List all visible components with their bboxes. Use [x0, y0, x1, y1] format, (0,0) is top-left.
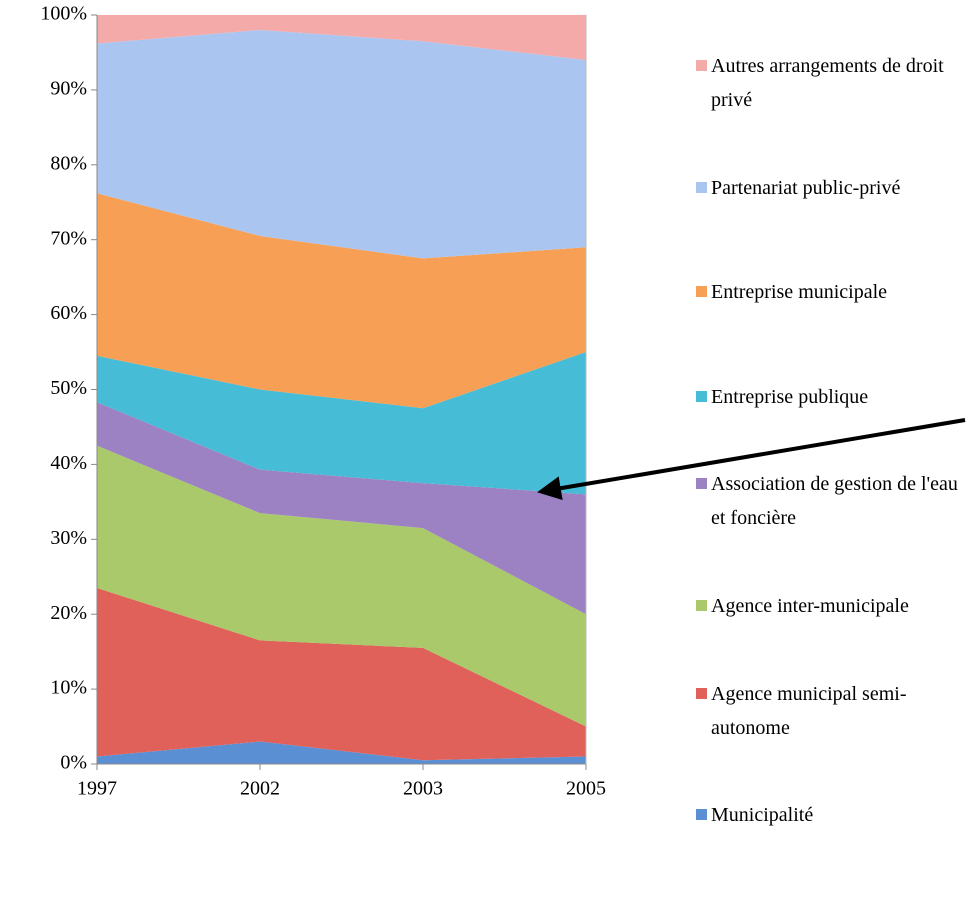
y-tick-label: 0%	[60, 752, 87, 774]
legend-item: Entreprise municipale	[696, 275, 968, 309]
y-tick-label: 100%	[40, 3, 87, 25]
legend-item: Agence municipal semi-autonome	[696, 677, 968, 745]
legend-swatch	[696, 687, 707, 699]
area	[97, 29, 586, 259]
legend-label: Partenariat public-privé	[711, 176, 901, 199]
y-tick-label: 40%	[50, 452, 87, 474]
legend-label: Autres arrangements de droit privé	[711, 55, 944, 111]
y-tick-label: 50%	[50, 377, 87, 399]
legend-item: Municipalité	[696, 798, 968, 832]
legend-swatch	[696, 809, 707, 821]
legend-label: Municipalité	[711, 804, 814, 827]
area	[97, 587, 586, 761]
legend-swatch	[696, 181, 707, 193]
x-tick-label: 2003	[403, 778, 443, 800]
legend-item: Partenariat public-privé	[696, 171, 968, 205]
arrow	[537, 418, 966, 501]
legend-swatch	[696, 600, 707, 611]
area	[97, 402, 586, 615]
y-tick-label: 10%	[50, 677, 87, 699]
area	[97, 15, 586, 60]
area	[97, 352, 586, 495]
y-tick-label: 30%	[50, 527, 87, 549]
legend-label: Agence inter-municipale	[711, 595, 909, 617]
legend-swatch	[696, 286, 707, 298]
legend-item: Autres arrangements de droit privé	[696, 49, 968, 117]
y-tick-label: 90%	[50, 77, 87, 99]
area	[97, 445, 586, 727]
legend-swatch	[696, 60, 707, 71]
legend-item: Association de gestion de l'eau et fonci…	[696, 467, 968, 535]
legend-swatch	[696, 390, 707, 402]
legend-item: Agence inter-municipale	[696, 589, 968, 623]
legend-label: Entreprise municipale	[711, 281, 888, 304]
y-tick-label: 80%	[50, 152, 87, 174]
legend-label: Association de gestion de l'eau et fonci…	[711, 473, 958, 530]
legend-label: Entreprise publique	[711, 385, 869, 408]
legend-label: Agence municipal semi-autonome	[711, 682, 907, 739]
area	[97, 193, 586, 409]
x-tick-label: 2002	[240, 778, 280, 800]
legend-swatch	[696, 478, 707, 490]
legend-item: Entreprise publique	[696, 380, 968, 414]
x-tick-label: 1997	[77, 778, 117, 800]
x-tick-label: 2005	[566, 778, 606, 800]
y-tick-label: 60%	[50, 302, 87, 324]
y-tick-label: 70%	[50, 227, 87, 249]
y-tick-label: 20%	[50, 602, 87, 624]
area	[97, 741, 586, 764]
